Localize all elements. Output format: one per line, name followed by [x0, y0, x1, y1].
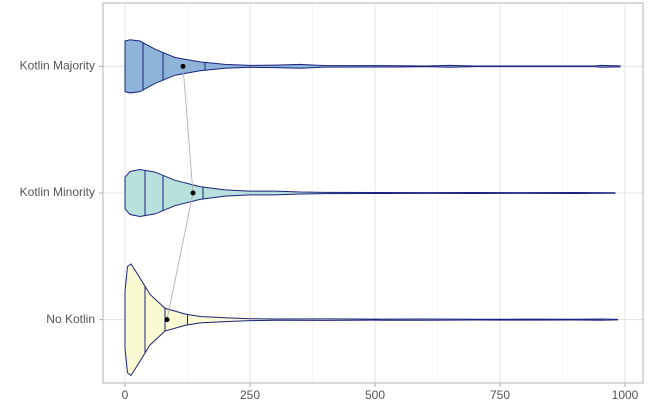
y-tick-label: Kotlin Majority [20, 59, 95, 73]
x-tick-label: 500 [365, 388, 385, 402]
x-tick-label: 250 [240, 388, 260, 402]
x-tick-label: 1000 [612, 388, 639, 402]
y-tick-label: Kotlin Minority [20, 185, 95, 199]
x-tick-label: 0 [122, 388, 129, 402]
violin [124, 263, 618, 377]
mean-point [180, 63, 186, 69]
panel-border [102, 2, 644, 384]
y-tick-label: No Kotlin [46, 312, 95, 326]
mean-point [190, 190, 196, 196]
mean-point [164, 317, 170, 323]
x-tick-label: 750 [490, 388, 510, 402]
violin [124, 39, 621, 94]
